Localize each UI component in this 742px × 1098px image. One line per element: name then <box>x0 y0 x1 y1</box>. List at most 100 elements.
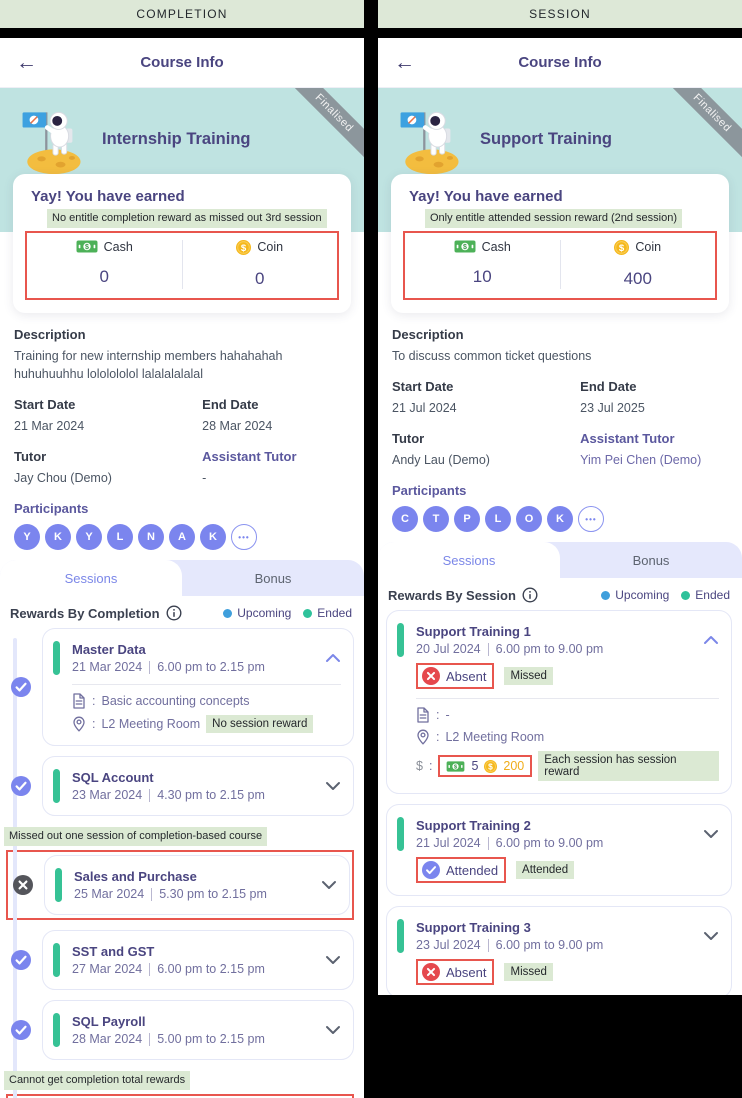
earned-annotation: No entitle completion reward as missed o… <box>47 209 327 228</box>
back-arrow-icon[interactable]: ← <box>16 51 37 74</box>
rewards-header: Rewards By Completion Upcoming Ended <box>0 596 364 628</box>
session-location: L2 Meeting Room <box>101 717 201 732</box>
end-date-label: End Date <box>580 378 637 394</box>
no-total-rewards-annotation: Cannot get completion total rewards <box>4 1071 191 1091</box>
collapse-chevron-icon[interactable] <box>325 653 341 663</box>
attended-badge-highlight: Attended <box>416 857 507 884</box>
start-date-value: 21 Mar 2024 <box>14 419 85 434</box>
avatar[interactable]: T <box>423 506 449 533</box>
coin-value: 400 <box>623 268 652 288</box>
more-participants-button[interactable]: ••• <box>578 506 604 533</box>
ended-status-bar <box>397 817 404 852</box>
divider <box>416 698 719 700</box>
back-arrow-icon[interactable]: ← <box>394 51 415 74</box>
cash-label: Cash <box>481 239 511 254</box>
session-row: SQL Payroll 28 Mar 2024 5.00 pm to 2.15 p… <box>8 1000 354 1061</box>
info-icon[interactable] <box>166 605 182 621</box>
earned-heading: Yay! You have earned <box>409 188 563 205</box>
session-note: Basic accounting concepts <box>101 694 250 709</box>
cash-column: Cash 10 <box>405 240 560 289</box>
avatar[interactable]: O <box>516 506 542 533</box>
session-card[interactable]: Support Training 1 20 Jul 2024 6.00 pm to… <box>386 610 732 795</box>
coin-label: Coin <box>257 240 284 255</box>
course-details: Description Training for new internship … <box>0 327 364 551</box>
absent-x-icon <box>422 667 440 686</box>
avatar[interactable]: P <box>454 506 480 533</box>
expand-chevron-icon[interactable] <box>703 829 719 839</box>
upcoming-dot <box>223 608 233 618</box>
expand-chevron-icon[interactable] <box>325 781 341 791</box>
session-title: Sales and Purchase <box>74 869 197 885</box>
astronaut-icon <box>14 100 90 176</box>
assistant-tutor-label: Assistant Tutor <box>580 431 675 447</box>
expand-chevron-icon[interactable] <box>325 1025 341 1035</box>
avatar[interactable]: C <box>392 506 418 533</box>
session-card[interactable]: SST and GST 27 Mar 2024 6.00 pm to 2.15 p… <box>42 930 354 991</box>
session-title: Support Training 3 <box>416 920 531 936</box>
absent-badge: Absent <box>446 668 487 684</box>
ended-status-bar <box>53 641 60 676</box>
participants-row: C T P L O K ••• <box>392 506 728 533</box>
coin-column: Coin 400 <box>559 239 716 289</box>
participants-row: Y K Y L N A K ••• <box>14 524 350 551</box>
legend-upcoming: Upcoming <box>237 606 292 621</box>
coin-label: Coin <box>635 240 662 255</box>
avatar[interactable]: Y <box>14 524 40 551</box>
session-title: Support Training 2 <box>416 818 531 834</box>
earned-heading: Yay! You have earned <box>31 188 185 205</box>
avatar[interactable]: Y <box>76 524 102 551</box>
tutor-value: Andy Lau (Demo) <box>392 453 490 468</box>
expand-chevron-icon[interactable] <box>703 931 719 941</box>
session-row: Master Data 21 Mar 2024 6.00 pm to 2.15 p… <box>8 628 354 747</box>
tab-bonus[interactable]: Bonus <box>632 552 670 568</box>
session-card[interactable]: Support Training 2 21 Jul 2024 6.00 pm to… <box>386 804 732 897</box>
missed-x-icon <box>13 875 33 896</box>
end-date-value: 28 Mar 2024 <box>202 419 273 434</box>
tab-bonus[interactable]: Bonus <box>254 570 292 586</box>
session-card[interactable]: SQL Payroll 28 Mar 2024 5.00 pm to 2.15 p… <box>42 1000 354 1061</box>
note-icon <box>73 693 85 709</box>
more-participants-button[interactable]: ••• <box>231 524 257 551</box>
attended-check-icon <box>11 1020 31 1041</box>
avatar[interactable]: L <box>485 506 511 533</box>
session-date: 25 Mar 2024 <box>74 887 145 902</box>
avatar[interactable]: N <box>138 524 164 551</box>
completion-panel: COMPLETION ← Course Info Internship Trai… <box>0 0 364 1098</box>
session-time: 6.00 pm to 9.00 pm <box>495 836 604 851</box>
ended-status-bar <box>397 623 404 658</box>
earned-annotation: Only entitle attended session reward (2n… <box>425 209 683 228</box>
description-label: Description <box>14 326 86 342</box>
info-icon[interactable] <box>522 587 538 603</box>
tab-sessions[interactable]: Sessions <box>378 542 560 579</box>
completion-screen: ← Course Info Internship Training Finali… <box>0 38 364 1098</box>
start-date-value: 21 Jul 2024 <box>392 400 457 415</box>
colon: : <box>436 708 440 723</box>
collapse-chevron-icon[interactable] <box>703 635 719 645</box>
avatar[interactable]: K <box>45 524 71 551</box>
expand-chevron-icon[interactable] <box>321 880 337 890</box>
session-date: 20 Jul 2024 <box>416 642 481 657</box>
session-card[interactable]: Master Data 21 Mar 2024 6.00 pm to 2.15 p… <box>42 628 354 747</box>
end-date-label: End Date <box>202 397 259 413</box>
session-title: Support Training 1 <box>416 624 531 640</box>
cash-icon <box>454 240 476 253</box>
attended-check-icon <box>11 776 31 797</box>
ended-status-bar <box>53 1013 60 1048</box>
avatar[interactable]: L <box>107 524 133 551</box>
ended-status-bar <box>397 919 404 954</box>
rewards-title: Rewards By Completion <box>10 605 160 621</box>
colon: : <box>92 694 96 709</box>
tab-sessions[interactable]: Sessions <box>0 560 182 597</box>
expand-chevron-icon[interactable] <box>325 955 341 965</box>
avatar[interactable]: K <box>547 506 573 533</box>
absent-badge-highlight: Absent <box>416 959 495 986</box>
course-details: Description To discuss common ticket que… <box>378 327 742 533</box>
session-card[interactable]: Sales and Purchase 25 Mar 2024 5.30 pm to… <box>44 855 350 916</box>
session-card[interactable]: SQL Account 23 Mar 2024 4.30 pm to 2.15 p… <box>42 756 354 817</box>
session-card[interactable]: Support Training 3 23 Jul 2024 6.00 pm to… <box>386 906 732 995</box>
avatar[interactable]: K <box>200 524 226 551</box>
missed-session-highlight: Sales and Purchase 25 Mar 2024 5.30 pm to… <box>6 850 354 921</box>
session-panel-label: SESSION <box>378 0 742 28</box>
avatar[interactable]: A <box>169 524 195 551</box>
app-bar: ← Course Info <box>378 38 742 88</box>
